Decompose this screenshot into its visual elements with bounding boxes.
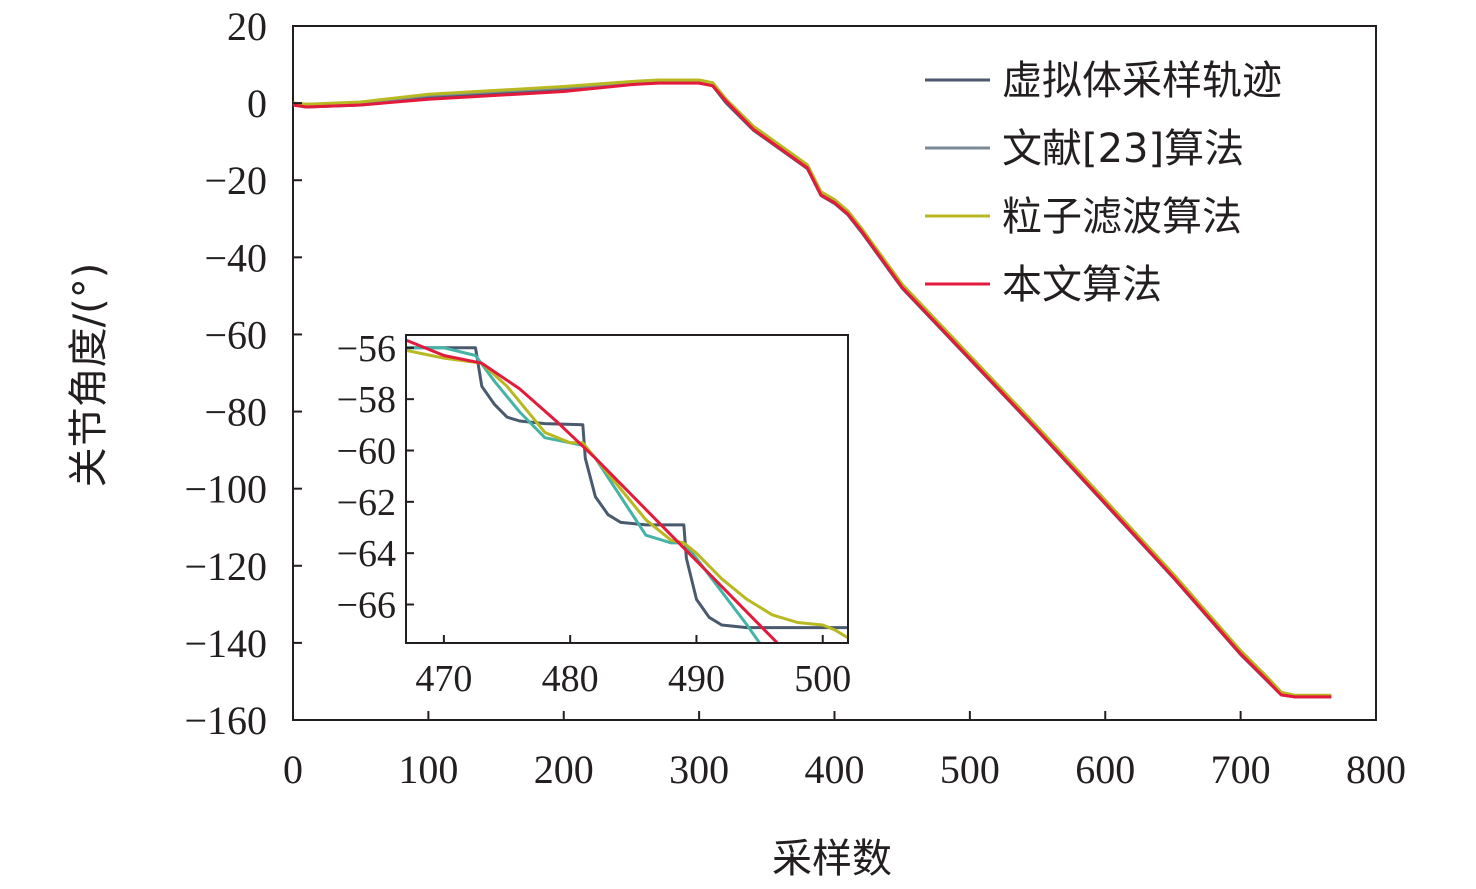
inset-series-3-line bbox=[406, 348, 848, 640]
inset-y-tick-label: −66 bbox=[337, 585, 396, 627]
inset-series-1-line bbox=[406, 346, 848, 630]
y-tick-label: −100 bbox=[184, 467, 267, 512]
y-tick-label: −80 bbox=[204, 390, 267, 435]
inset-frame bbox=[405, 334, 849, 644]
x-tick-label: 200 bbox=[534, 747, 594, 792]
y-tick-label: −60 bbox=[204, 312, 267, 357]
inset-x-tick-label: 490 bbox=[668, 658, 725, 700]
y-tick-label: −40 bbox=[204, 235, 267, 280]
inset-x-tick-label: 500 bbox=[794, 658, 851, 700]
inset-y-tick-label: −56 bbox=[337, 328, 396, 370]
x-axis-title: 采样数 bbox=[772, 836, 892, 882]
inset-x-tick-label: 470 bbox=[415, 658, 472, 700]
y-tick-label: 0 bbox=[247, 81, 267, 126]
x-tick-label: 500 bbox=[940, 747, 1000, 792]
main-axes: 0 100 200 300 400 500 600 700 800200−20−40−60−80… bbox=[184, 4, 1406, 792]
x-tick-label: 600 bbox=[1075, 747, 1135, 792]
x-tick-label: 700 bbox=[1211, 747, 1271, 792]
x-tick-label: 300 bbox=[669, 747, 729, 792]
series-4-line bbox=[292, 81, 1332, 699]
y-tick-label: −140 bbox=[184, 621, 267, 666]
main-series-group bbox=[292, 78, 1332, 699]
x-tick-label: 800 bbox=[1346, 747, 1406, 792]
y-axis-title: 关节角度/(°) bbox=[66, 263, 112, 488]
series-1-legend-label: 虚拟体采样轨迹 bbox=[1002, 58, 1282, 104]
inset-y-tick-label: −64 bbox=[337, 533, 396, 575]
inset-series-4-line bbox=[406, 338, 780, 643]
inset-y-tick-label: −60 bbox=[337, 431, 396, 473]
x-tick-label: 100 bbox=[398, 747, 458, 792]
series-2-legend-label: 文献[23]算法 bbox=[1002, 126, 1244, 172]
x-tick-label: 400 bbox=[805, 747, 865, 792]
inset-plot: 470 480 490 500 −56 −58 −60 −62 −64 −66 bbox=[337, 328, 852, 700]
y-tick-label: −120 bbox=[184, 544, 267, 589]
inset-y-tick-label: −62 bbox=[337, 482, 396, 524]
inset-series-group bbox=[406, 338, 848, 643]
y-tick-label: −160 bbox=[184, 698, 267, 743]
y-tick-label: 20 bbox=[227, 4, 267, 49]
y-tick-label: −20 bbox=[204, 158, 267, 203]
x-tick-label: 0 bbox=[283, 747, 303, 792]
series-4-legend-label: 本文算法 bbox=[1002, 262, 1162, 308]
series-3-legend-label: 粒子滤波算法 bbox=[1002, 194, 1242, 240]
inset-y-tick-label: −58 bbox=[337, 379, 396, 421]
inset-x-tick-label: 480 bbox=[542, 658, 599, 700]
